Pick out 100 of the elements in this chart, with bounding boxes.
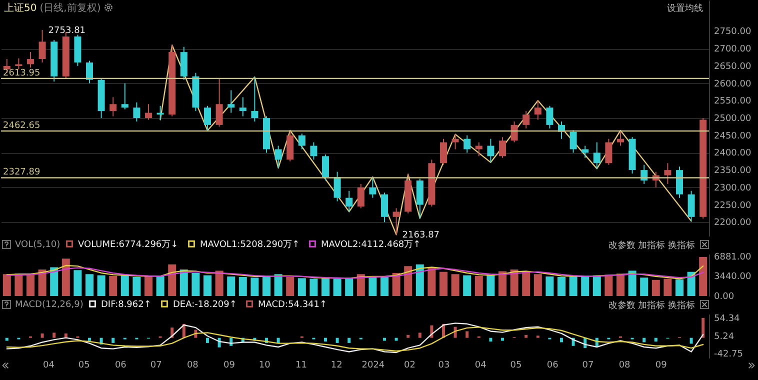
y-tick-label: 2600.00 <box>714 79 752 90</box>
bar <box>26 274 34 296</box>
bar <box>206 338 209 343</box>
bar <box>168 264 176 296</box>
bar <box>14 274 23 296</box>
y-tick-label: 5.24 <box>714 332 734 342</box>
y-tick-label: 2350.00 <box>714 166 752 176</box>
text: 改参数 加指标 换指标 <box>608 300 695 311</box>
candlestick <box>522 110 530 129</box>
bar <box>204 275 212 296</box>
ref-line-label: 2613.95 <box>3 68 40 78</box>
bar <box>368 276 377 296</box>
candlestick <box>346 190 353 212</box>
bar <box>474 276 483 296</box>
legend-label: DIF:8.962↑ <box>101 300 152 310</box>
candlestick <box>546 105 554 129</box>
bar <box>416 264 424 296</box>
ref-line-label: 2327.89 <box>3 168 40 178</box>
bar <box>120 274 129 296</box>
bar <box>652 280 660 296</box>
bar <box>463 275 472 296</box>
bar <box>156 276 164 296</box>
bar <box>336 338 339 343</box>
x-tick-label: 06 <box>546 360 559 370</box>
bar <box>74 270 82 296</box>
candlestick <box>310 142 318 160</box>
bar <box>486 275 495 296</box>
x-tick-label: 04 <box>42 360 55 370</box>
bar <box>699 257 708 296</box>
candlestick <box>15 58 22 70</box>
bar <box>560 338 563 342</box>
bar <box>97 275 106 296</box>
bar <box>702 318 705 338</box>
bar <box>132 277 141 296</box>
candlestick <box>204 105 211 131</box>
bar <box>274 274 282 296</box>
x-tick-label: 09 <box>655 360 668 370</box>
bar <box>298 278 306 296</box>
candlestick <box>499 136 506 158</box>
bar <box>286 277 294 296</box>
y-tick-label: -42.75 <box>714 350 744 360</box>
y-tick-label: 2550.00 <box>714 96 752 107</box>
bar <box>581 276 590 296</box>
candlestick <box>510 120 518 143</box>
bar <box>640 278 648 296</box>
bar <box>534 274 542 296</box>
bar <box>569 276 578 296</box>
bar <box>86 274 94 296</box>
y-tick-label: 2450.00 <box>714 131 752 142</box>
x-tick-label: 11 <box>295 360 307 370</box>
y-tick-label: 2500.00 <box>714 114 752 124</box>
candlestick <box>605 138 612 166</box>
candlestick <box>570 130 577 154</box>
y-tick-label: 2200.00 <box>714 218 752 228</box>
candlestick <box>688 190 695 222</box>
bar <box>356 274 365 296</box>
bar <box>404 266 412 296</box>
bar <box>238 277 247 296</box>
bar <box>592 275 601 296</box>
bar <box>250 278 259 296</box>
annotation: 2163.87 <box>402 230 440 241</box>
bar <box>262 276 270 296</box>
bar <box>180 270 188 296</box>
candlestick <box>334 171 341 202</box>
bar <box>604 274 613 296</box>
candlestick <box>251 76 258 122</box>
bar <box>333 278 342 296</box>
candlestick <box>322 154 329 181</box>
legend-label: DEA:-18.209↑ <box>173 300 237 310</box>
candlestick <box>298 133 306 150</box>
x-tick-label: 09 <box>224 360 236 370</box>
y-tick-label: 2250.00 <box>714 200 752 211</box>
candlestick <box>464 134 471 154</box>
chart-title: 上证50 <box>4 3 37 14</box>
y-tick-label: 3440.00 <box>714 272 752 282</box>
candlestick <box>133 102 140 122</box>
bar <box>322 278 330 296</box>
candlestick <box>534 100 542 120</box>
bar <box>215 270 224 296</box>
x-tick-label: 05 <box>78 360 90 370</box>
candlestick <box>369 176 376 198</box>
bar <box>489 338 492 342</box>
candlestick <box>487 138 494 163</box>
candlestick <box>274 145 282 168</box>
bar <box>112 338 115 343</box>
bar <box>642 338 646 342</box>
bar <box>394 338 398 341</box>
candlestick <box>86 60 93 84</box>
bar <box>406 334 410 338</box>
candlestick <box>617 130 624 146</box>
bar <box>418 332 422 338</box>
candlestick <box>381 192 388 223</box>
x-tick-label: 07 <box>582 360 594 370</box>
bar <box>310 278 318 296</box>
x-tick-label: 08 <box>618 360 631 370</box>
candlestick <box>121 82 128 110</box>
x-tick-label: 12 <box>330 360 342 370</box>
x-tick-label: 07 <box>150 360 162 370</box>
candlestick <box>110 96 117 117</box>
candlestick <box>392 208 400 236</box>
